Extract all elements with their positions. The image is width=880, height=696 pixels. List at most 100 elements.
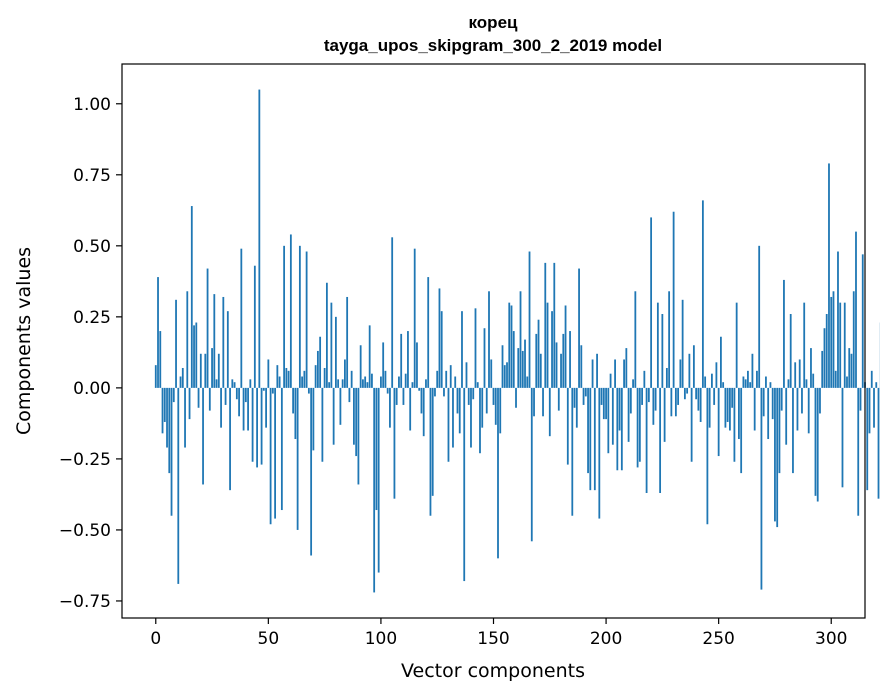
- bar-189: [580, 345, 583, 388]
- bar-41: [247, 387, 249, 431]
- bar-108: [398, 376, 400, 388]
- bar-247: [711, 373, 713, 388]
- bar-115: [413, 248, 416, 388]
- bar-150: [492, 387, 495, 405]
- bars-group: [154, 89, 880, 593]
- bar-46: [258, 89, 261, 388]
- bar-240: [695, 387, 698, 400]
- bar-132: [452, 387, 454, 448]
- bar-164: [524, 339, 526, 388]
- bar-248: [713, 387, 716, 405]
- bar-77: [328, 382, 331, 388]
- bar-136: [461, 311, 463, 388]
- bar-91: [359, 345, 362, 388]
- bar-48: [262, 387, 265, 391]
- bar-241: [697, 387, 700, 411]
- bar-44: [253, 265, 256, 388]
- bar-121: [427, 277, 430, 388]
- bar-137: [463, 387, 466, 582]
- bar-173: [544, 262, 547, 388]
- bar-90: [357, 387, 360, 485]
- bar-257: [733, 387, 736, 462]
- y-tick-label-6: −0.50: [59, 521, 111, 541]
- bar-175: [548, 387, 551, 437]
- bar-131: [449, 365, 452, 388]
- bar-156: [506, 362, 508, 388]
- bar-242: [699, 387, 702, 422]
- bar-246: [708, 387, 711, 428]
- bar-321: [877, 387, 880, 499]
- x-tick-label-5: 250: [702, 629, 734, 649]
- bar-279: [783, 279, 785, 388]
- bar-73: [319, 336, 322, 388]
- bar-12: [181, 367, 184, 388]
- bar-125: [436, 370, 439, 388]
- bar-268: [758, 245, 761, 388]
- bar-200: [605, 387, 607, 420]
- bar-1: [157, 277, 159, 388]
- y-tick-label-1: 0.75: [73, 166, 111, 186]
- bar-180: [560, 353, 562, 388]
- bar-61: [292, 387, 295, 414]
- bar-60: [289, 234, 292, 388]
- bar-212: [632, 379, 634, 388]
- bar-143: [476, 382, 479, 388]
- bar-209: [625, 348, 628, 388]
- plot-frame: [121, 63, 866, 619]
- bar-157: [508, 302, 511, 388]
- bar-265: [751, 353, 754, 388]
- bar-302: [834, 370, 837, 388]
- bar-251: [720, 336, 722, 388]
- bar-277: [778, 387, 781, 474]
- x-tick-label-6: 300: [815, 629, 847, 649]
- bar-25: [211, 348, 213, 388]
- bar-148: [488, 291, 490, 388]
- bar-178: [555, 342, 558, 388]
- bar-51: [269, 387, 272, 525]
- bar-159: [512, 331, 515, 388]
- bar-177: [553, 262, 556, 388]
- bar-119: [422, 387, 425, 437]
- bar-207: [620, 387, 623, 471]
- bar-35: [233, 382, 236, 388]
- bar-220: [650, 217, 653, 388]
- bar-122: [429, 387, 432, 516]
- bar-275: [774, 387, 776, 522]
- bar-123: [431, 387, 434, 496]
- bar-83: [341, 379, 344, 388]
- bar-36: [235, 387, 238, 400]
- y-tick-label-7: −0.75: [59, 592, 111, 612]
- bar-174: [546, 302, 549, 388]
- bar-151: [494, 387, 497, 425]
- bar-81: [337, 379, 340, 388]
- bar-22: [204, 353, 207, 388]
- bar-283: [792, 387, 794, 474]
- bar-68: [307, 387, 310, 394]
- bar-313: [859, 387, 862, 411]
- bar-53: [274, 387, 276, 519]
- bar-218: [645, 387, 648, 493]
- bar-6: [168, 387, 171, 474]
- bar-153: [499, 387, 502, 434]
- bar-113: [409, 387, 412, 431]
- bar-252: [722, 382, 725, 388]
- bar-140: [470, 387, 472, 448]
- bar-98: [375, 387, 378, 511]
- bar-161: [517, 348, 520, 388]
- bar-292: [812, 373, 815, 388]
- bar-231: [674, 387, 677, 417]
- bar-234: [681, 299, 684, 388]
- bar-105: [391, 237, 394, 388]
- bar-45: [256, 387, 258, 468]
- bar-300: [830, 296, 833, 388]
- bar-316: [866, 387, 869, 491]
- bar-94: [366, 382, 369, 388]
- bar-187: [575, 387, 578, 428]
- bar-266: [753, 387, 756, 431]
- bar-24: [208, 387, 211, 411]
- bar-130: [447, 387, 450, 462]
- bar-100: [380, 376, 382, 388]
- bar-0: [154, 365, 157, 388]
- y-tick-label-4: 0.00: [73, 379, 111, 399]
- bar-55: [278, 376, 281, 388]
